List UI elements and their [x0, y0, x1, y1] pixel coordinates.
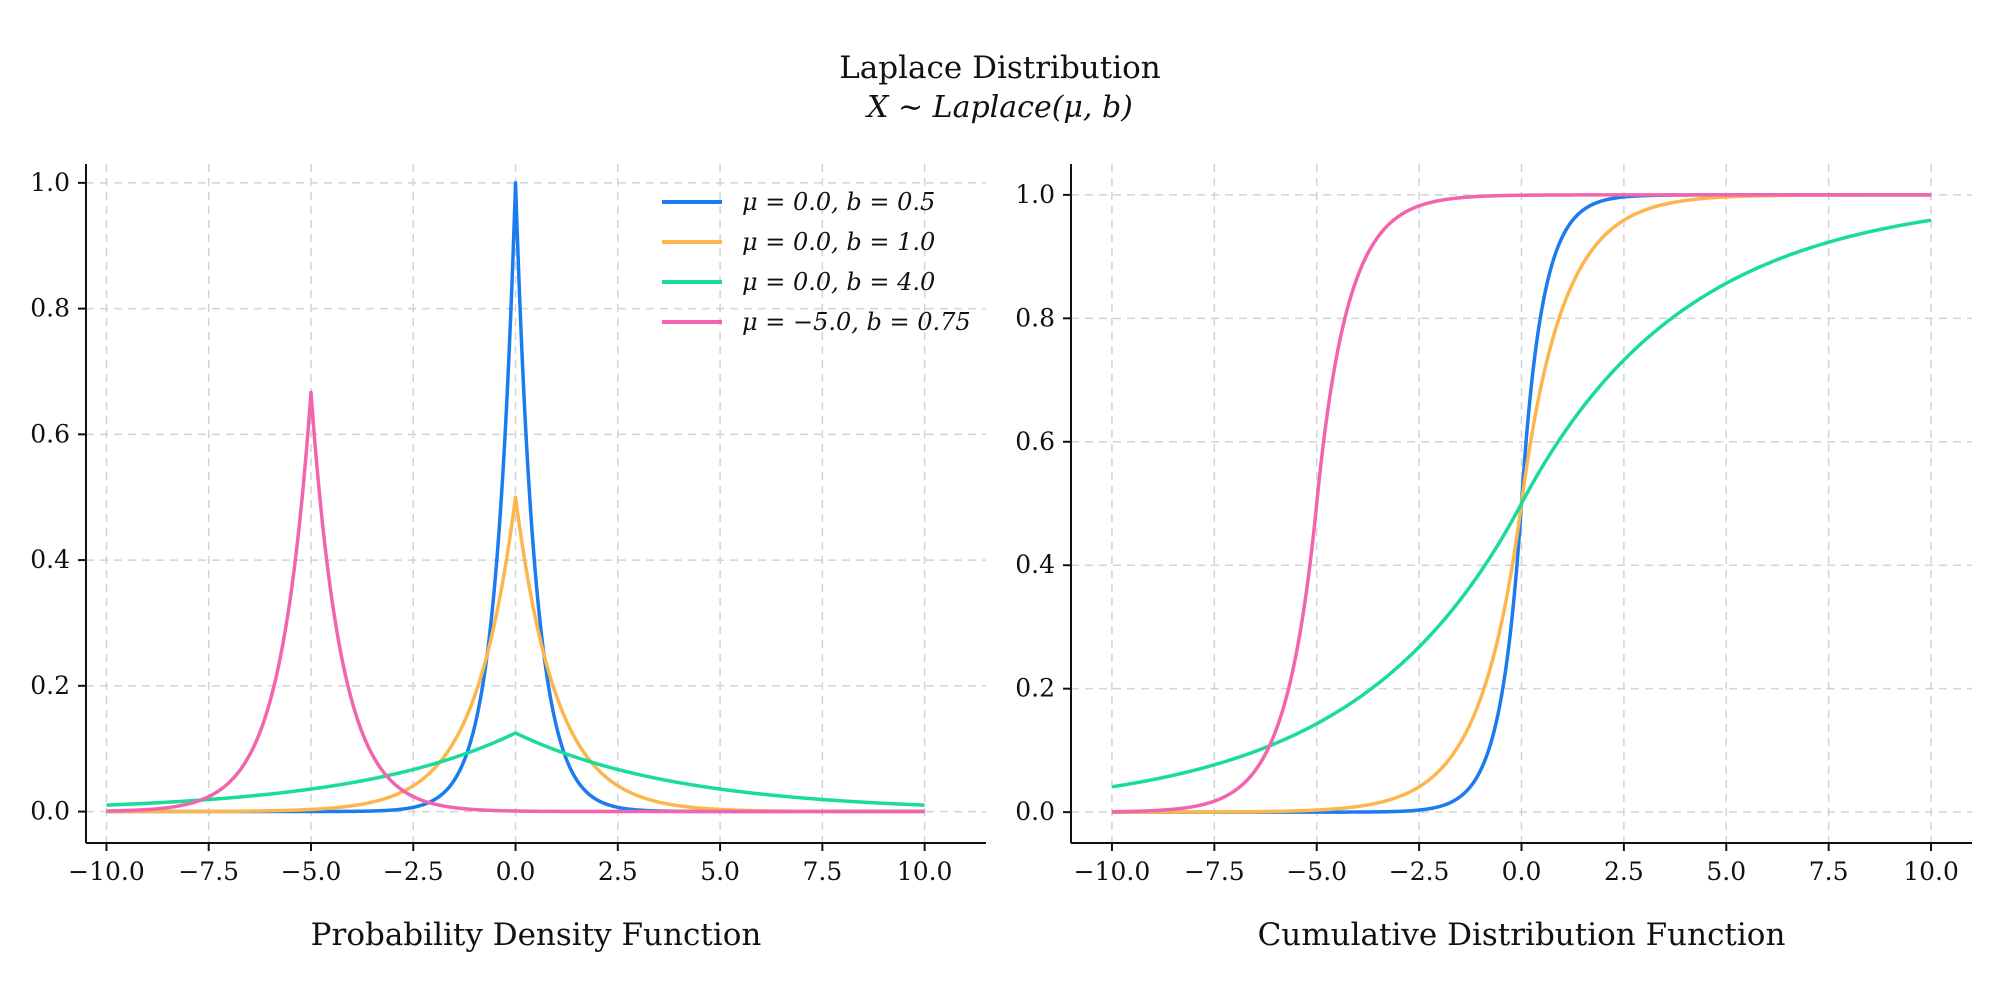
y-tick-label: 0.4 — [30, 545, 70, 574]
x-tick-label: 5.0 — [1706, 857, 1746, 886]
x-axis-label: Probability Density Function — [311, 917, 762, 953]
x-tick-label: 0.0 — [1502, 857, 1542, 886]
x-tick-label: 2.5 — [1604, 857, 1644, 886]
y-tick-label: 0.6 — [1015, 427, 1055, 456]
x-tick-label: −7.5 — [178, 857, 239, 886]
y-tick-label: 1.0 — [1015, 180, 1055, 209]
x-tick-label: −10.0 — [68, 857, 145, 886]
y-tick-label: 0.6 — [30, 419, 70, 448]
x-tick-label: −10.0 — [1074, 857, 1151, 886]
x-tick-label: 5.0 — [700, 857, 740, 886]
y-tick-label: 0.2 — [30, 671, 70, 700]
x-tick-label: 7.5 — [1809, 857, 1849, 886]
pdf-panel: −10.0 −7.5 −5.0 −2.5 0.0 2.5 5.0 7.5 10.0 0.0 0.2 0… — [30, 164, 986, 953]
y-tick-label: 0.2 — [1015, 674, 1055, 703]
figure-title: Laplace Distribution — [839, 50, 1161, 86]
x-tick-label: −5.0 — [281, 857, 342, 886]
series-line-3 — [1110, 193, 1933, 814]
x-tick-label: 0.0 — [496, 857, 536, 886]
legend-label: μ = −5.0, b = 0.75 — [742, 308, 971, 336]
cdf-panel: −10.0 −7.5 −5.0 −2.5 0.0 2.5 5.0 7.5 10.0 0.0 0.2 0… — [1015, 164, 1972, 953]
y-tick-label: 0.8 — [1015, 303, 1055, 332]
y-tick-label: 1.0 — [30, 168, 70, 197]
series-line-2 — [105, 731, 926, 807]
y-tick-label: 0.0 — [1015, 797, 1055, 826]
figure-subtitle: X ∼ Laplace(μ, b) — [865, 90, 1133, 125]
x-tick-label: −2.5 — [383, 857, 444, 886]
legend: μ = 0.0, b = 0.5 μ = 0.0, b = 1.0 μ = 0.0,… — [662, 188, 971, 336]
y-tick-label: 0.8 — [30, 294, 70, 323]
y-tick-label: 0.0 — [30, 797, 70, 826]
series-line-2 — [1110, 218, 1933, 789]
legend-label: μ = 0.0, b = 0.5 — [742, 188, 935, 216]
y-tick-label: 0.4 — [1015, 550, 1055, 579]
x-axis-label: Cumulative Distribution Function — [1258, 917, 1786, 953]
legend-label: μ = 0.0, b = 1.0 — [742, 228, 935, 256]
x-tick-label: 10.0 — [897, 857, 953, 886]
x-tick-label: −2.5 — [1389, 857, 1450, 886]
x-tick-label: −5.0 — [1286, 857, 1347, 886]
x-tick-label: −7.5 — [1184, 857, 1245, 886]
x-tick-label: 10.0 — [1903, 857, 1959, 886]
x-tick-label: 7.5 — [802, 857, 842, 886]
series-line-3 — [105, 390, 926, 814]
x-tick-label: 2.5 — [598, 857, 638, 886]
legend-label: μ = 0.0, b = 4.0 — [742, 268, 935, 296]
